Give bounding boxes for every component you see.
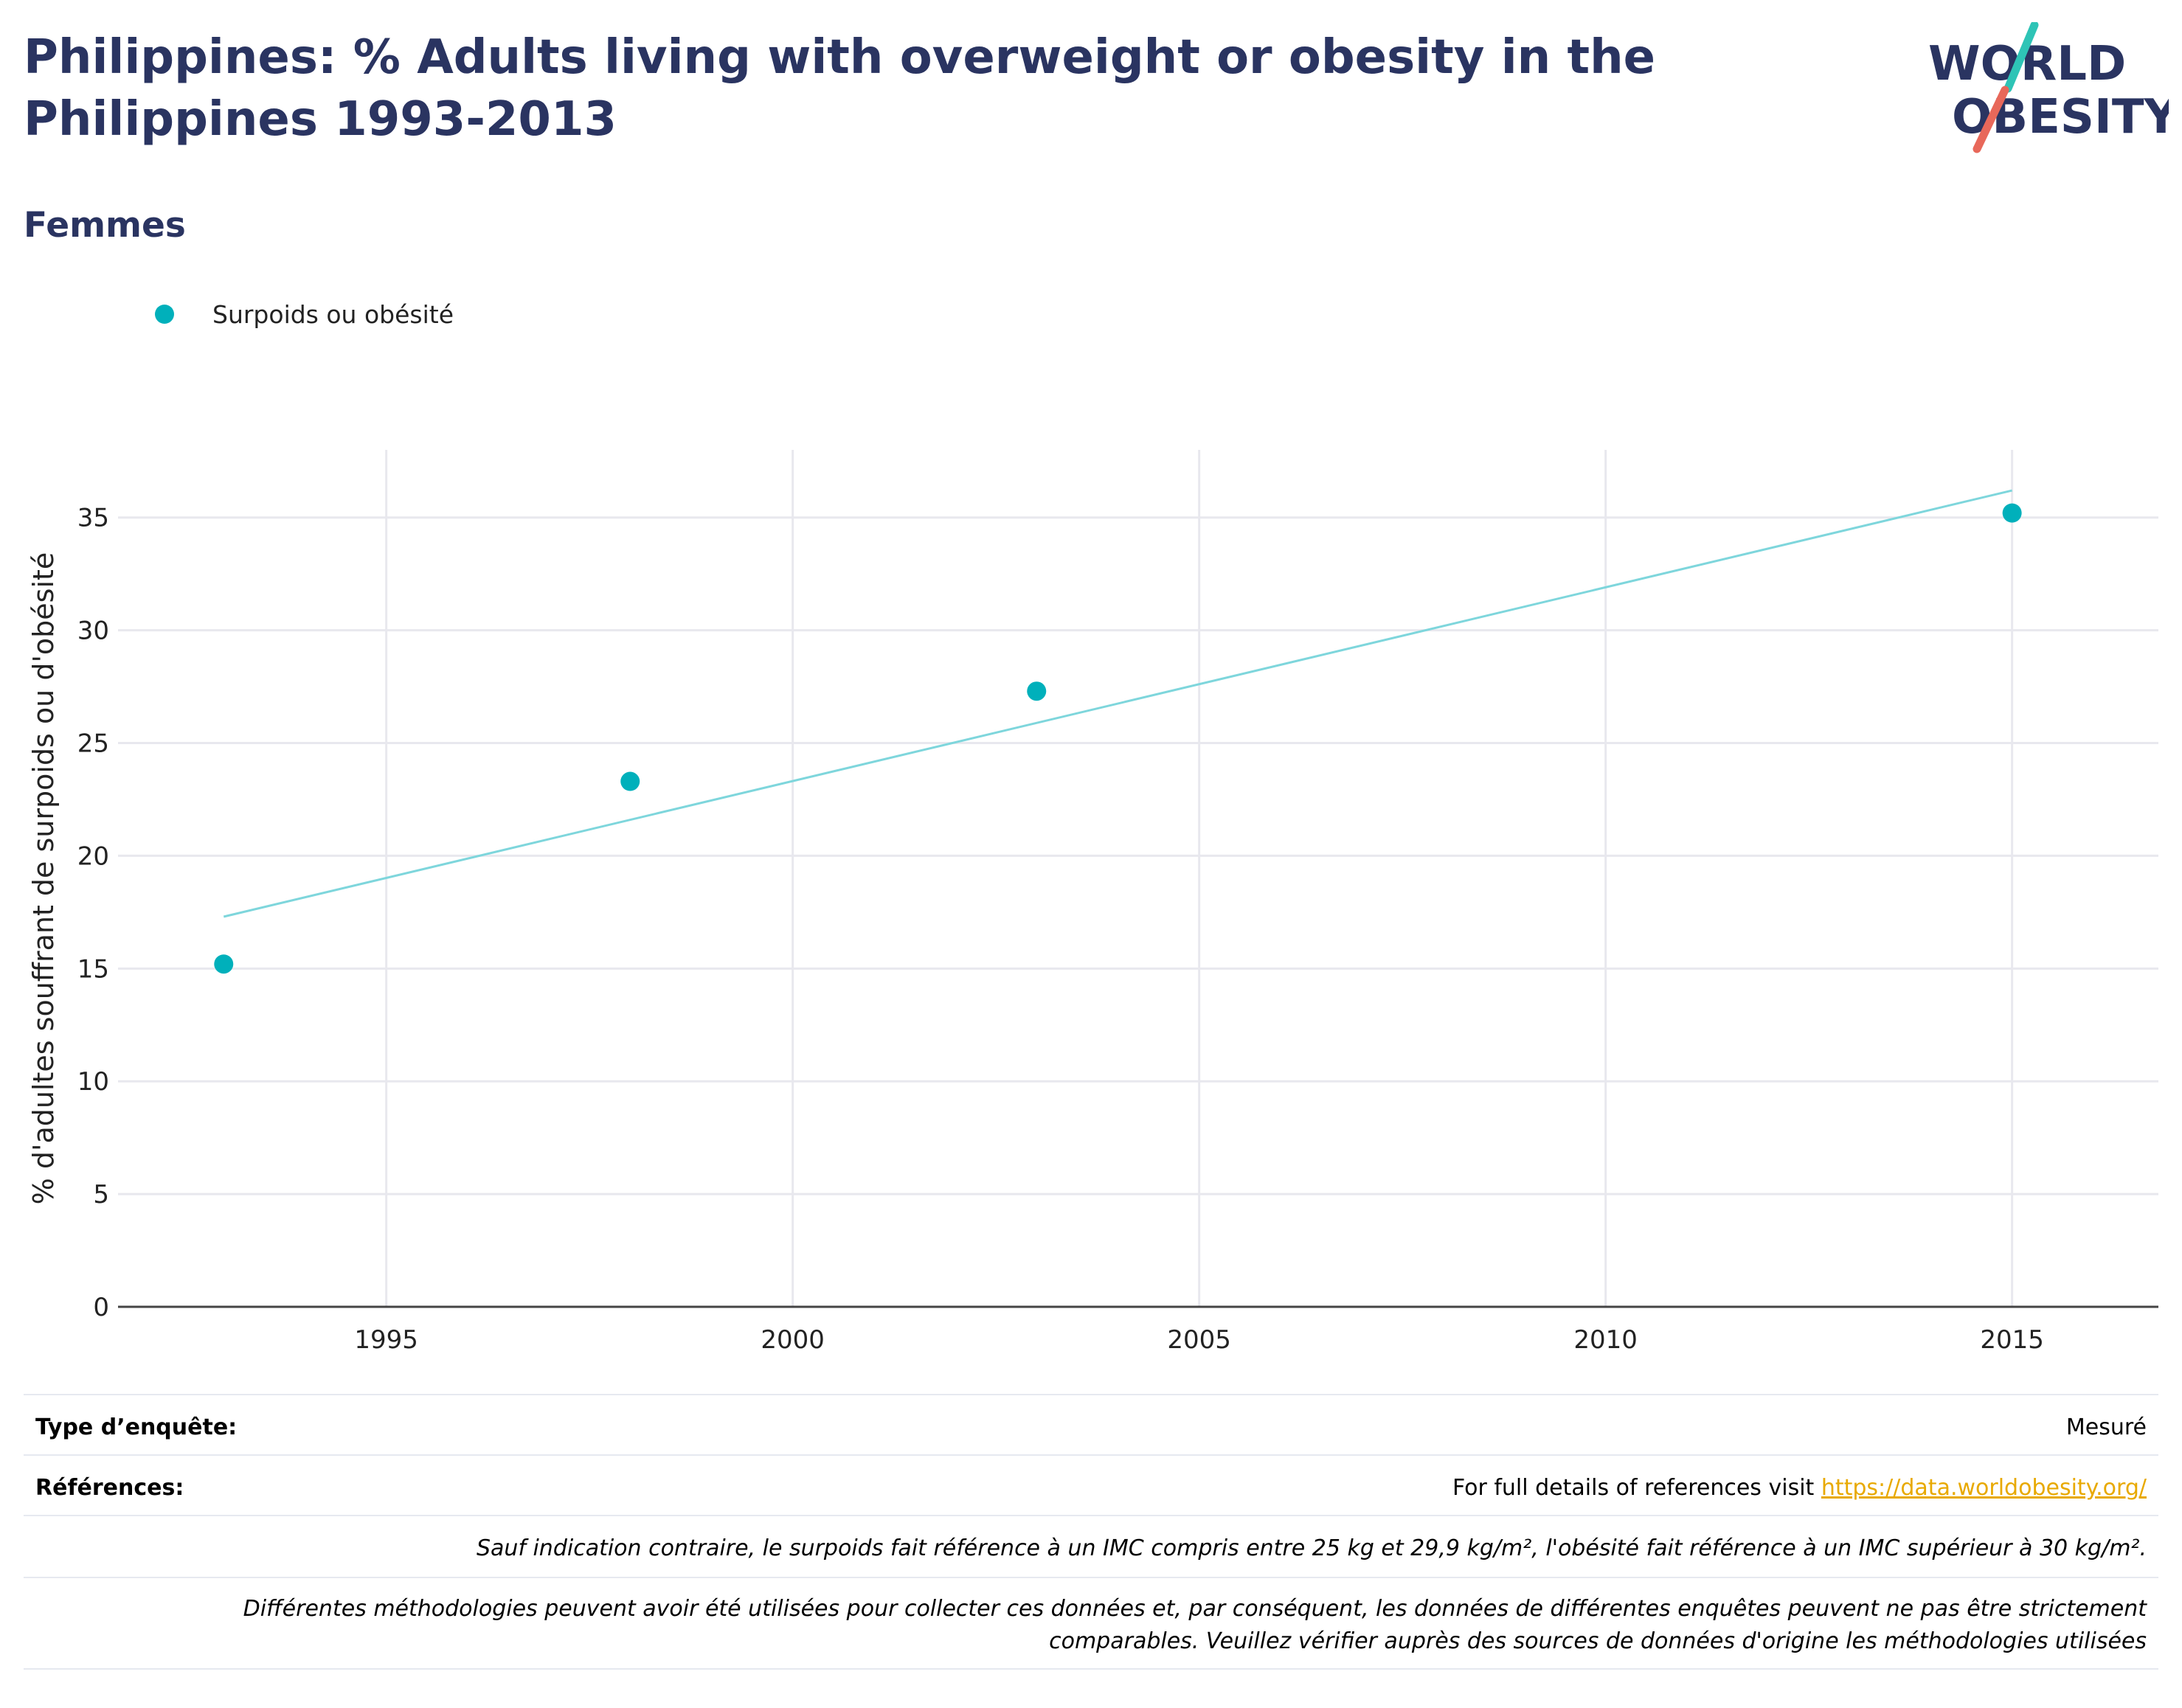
data-point[interactable] (1027, 681, 1047, 701)
data-point[interactable] (2002, 503, 2022, 523)
x-tick-label: 2010 (1573, 1325, 1638, 1355)
note-methodology-line1: Différentes méthodologies peuvent avoir … (243, 1596, 2147, 1622)
y-tick-label: 25 (77, 729, 109, 759)
y-tick-label: 15 (77, 954, 109, 984)
chart-title: Philippines: % Adults living with overwe… (24, 30, 1656, 147)
y-tick-label: 10 (77, 1067, 109, 1097)
legend-label: Surpoids ou obésité (212, 299, 454, 329)
chart-plot: 0 5 10 15 20 25 30 35 1995 2000 2005 2010 2015 % d'ad… (27, 450, 2158, 1355)
trend-line (223, 489, 2012, 918)
x-tick-label: 2005 (1167, 1325, 1231, 1355)
note-bmi-definition: Sauf indication contraire, le surpoids f… (476, 1535, 2147, 1561)
references-link[interactable]: https://data.worldobesity.org/ (1821, 1475, 2147, 1501)
legend[interactable]: Surpoids ou obésité (155, 296, 454, 332)
legend-marker (155, 305, 174, 324)
logo-teal-slash (2003, 22, 2039, 93)
x-tick-label: 1995 (354, 1325, 418, 1355)
y-tick-label: 0 (93, 1293, 109, 1322)
y-tick-label: 5 (93, 1180, 109, 1209)
x-tick-label: 2015 (1980, 1325, 2044, 1355)
footer-rule (24, 1515, 2158, 1516)
logo-coral-slash (1973, 86, 2009, 153)
data-point[interactable] (214, 954, 234, 974)
footer-rule (24, 1668, 2158, 1670)
footer-rule (24, 1577, 2158, 1578)
references-row: Références: For full details of referenc… (24, 1475, 2158, 1504)
note-methodology-row: Différentes méthodologies peuvent avoir … (24, 1593, 2158, 1661)
x-tick-label: 2000 (761, 1325, 825, 1355)
footer-rule (24, 1394, 2158, 1395)
world-obesity-logo: WORLD OBESITY (1928, 22, 2169, 153)
note-methodology-line2: comparables. Veuillez vérifier auprès de… (1049, 1628, 2147, 1654)
survey-type-label: Type d’enquête: (35, 1414, 238, 1440)
footer-rule (24, 1454, 2158, 1456)
references-label: Références: (35, 1475, 184, 1501)
survey-type-row: Type d’enquête: Mesuré (24, 1414, 2158, 1444)
chart-subtitle: Femmes (24, 205, 186, 246)
y-tick-label: 20 (77, 841, 109, 871)
y-tick-label: 30 (77, 617, 109, 646)
references-value: For full details of references visit htt… (1452, 1475, 2147, 1501)
data-point[interactable] (620, 771, 640, 791)
y-axis-title: % d'adultes souffrant de surpoids ou d'o… (27, 552, 60, 1205)
references-text: For full details of references visit (1452, 1475, 1821, 1501)
y-tick-label: 35 (77, 504, 109, 533)
note-bmi-row: Sauf indication contraire, le surpoids f… (24, 1532, 2158, 1565)
survey-type-value: Mesuré (2065, 1414, 2147, 1440)
